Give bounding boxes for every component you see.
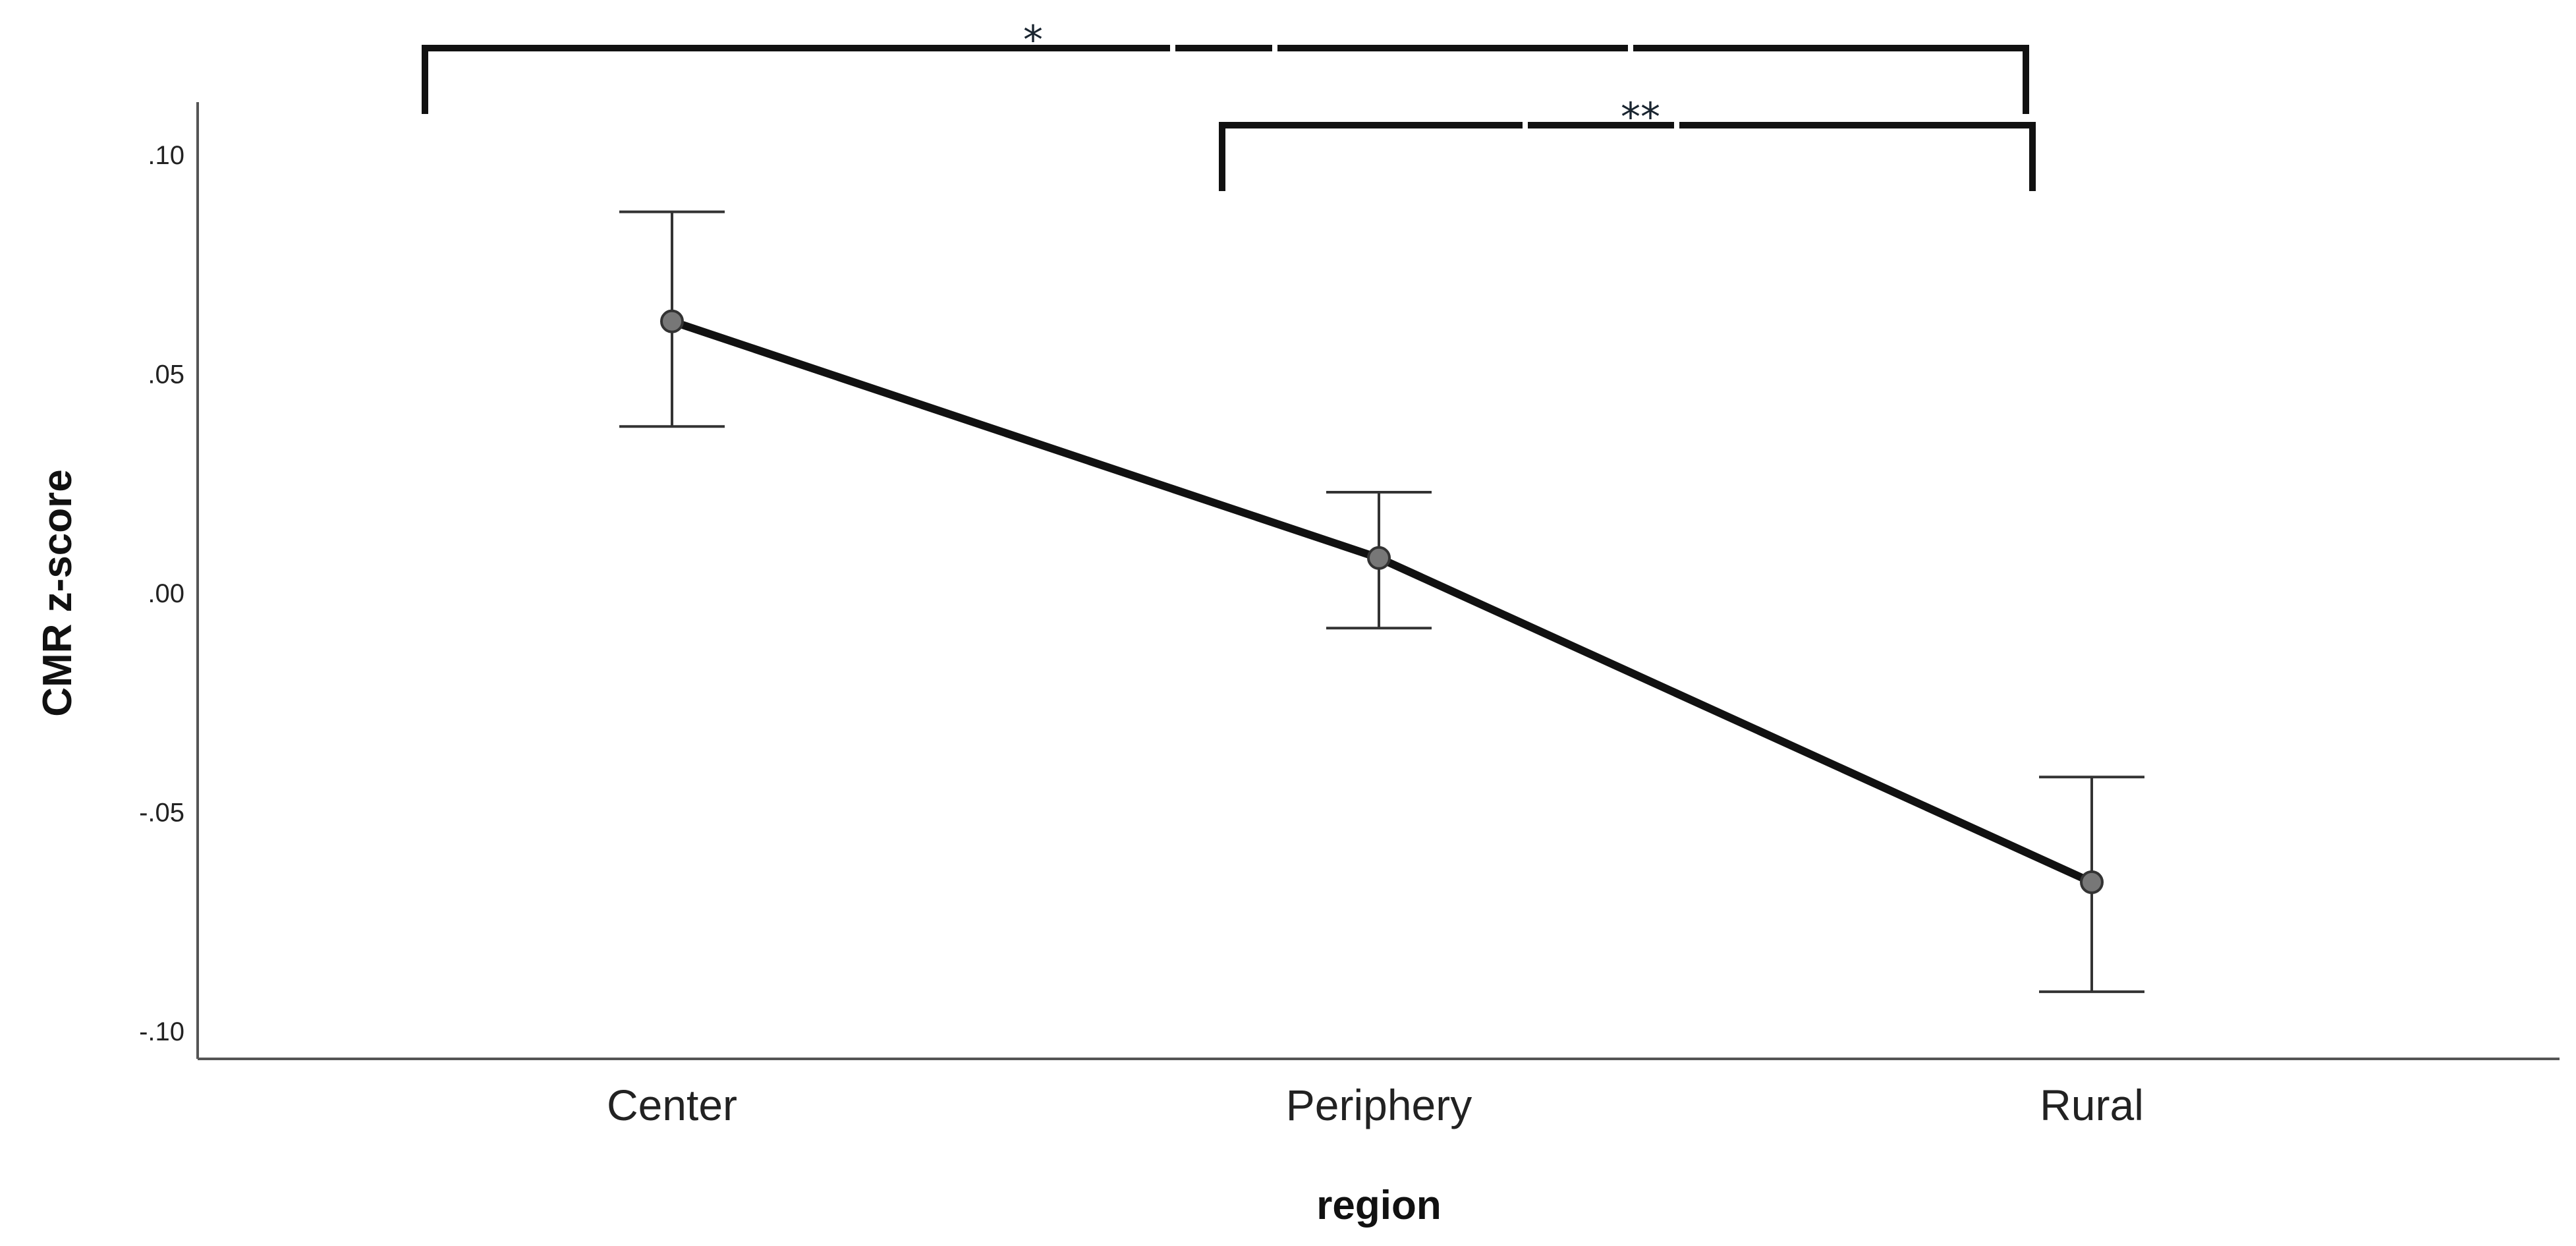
- y-axis: .10 .05 .00 -.05 -.10: [139, 102, 199, 1059]
- data-point: [660, 309, 684, 333]
- bracket-gap: [1272, 43, 1277, 53]
- data-point: [2080, 870, 2104, 894]
- bracket-gap: [1628, 43, 1633, 53]
- y-axis-title: CMR z-score: [35, 469, 80, 717]
- bracket-gap: [1523, 120, 1528, 130]
- significance-label: **: [1621, 94, 1660, 140]
- y-tick-label: -.10: [139, 1017, 184, 1046]
- y-tick-label: .05: [148, 360, 184, 389]
- y-tick-label: .10: [148, 141, 184, 170]
- y-tick-label: -.05: [139, 799, 184, 828]
- y-tick-labels: .10 .05 .00 -.05 -.10: [139, 141, 184, 1046]
- y-tick-label: .00: [148, 579, 184, 608]
- x-tick-label: Rural: [2040, 1081, 2144, 1129]
- x-tick-labels: Center Periphery Rural: [607, 1081, 2144, 1129]
- x-tick-label: Periphery: [1286, 1081, 1472, 1129]
- significance-label: *: [1023, 17, 1043, 63]
- x-axis-title: region: [1316, 1183, 1441, 1228]
- bracket-gap: [1170, 43, 1175, 53]
- bracket-gap: [1674, 120, 1679, 130]
- error-bars: [619, 210, 2144, 994]
- x-axis: Center Periphery Rural: [198, 1058, 2560, 1129]
- bracket-line: [1219, 122, 2036, 191]
- series-line: [671, 318, 2094, 886]
- bracket-line: [422, 45, 2029, 114]
- significance-bracket: *: [422, 17, 2029, 114]
- data-point: [1367, 546, 1391, 570]
- data-points: [660, 309, 2104, 894]
- x-tick-label: Center: [607, 1081, 737, 1129]
- significance-brackets: ***: [422, 17, 2036, 191]
- significance-bracket: **: [1219, 94, 2036, 191]
